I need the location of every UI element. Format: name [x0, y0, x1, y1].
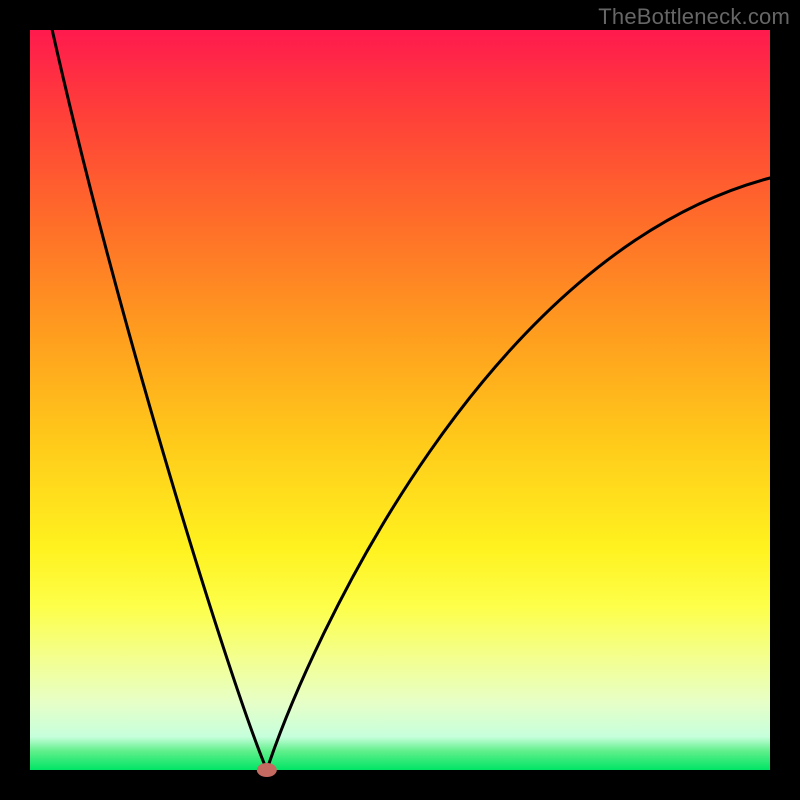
chart-container: TheBottleneck.com: [0, 0, 800, 800]
plot-area: [30, 30, 770, 770]
watermark-text: TheBottleneck.com: [598, 4, 790, 30]
optimal-marker: [257, 763, 277, 777]
bottleneck-chart: [0, 0, 800, 800]
